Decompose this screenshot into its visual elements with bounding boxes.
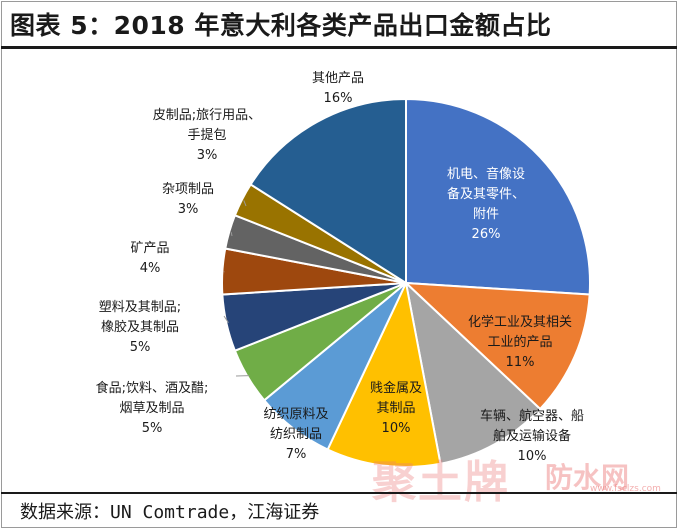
source-note: 数据来源：UN Comtrade，江海证券 <box>20 498 319 524</box>
slice-label-line: 舶及运输设备 <box>493 428 571 444</box>
slice-label-line: 11% <box>506 355 535 370</box>
source-prefix: 数据来源： <box>20 502 110 523</box>
slice-label-line: 备及其零件、 <box>447 186 525 202</box>
leader-line <box>243 200 247 207</box>
watermark-brand-text: 防水网 <box>545 461 630 494</box>
slice-label-line: 10% <box>382 421 411 436</box>
source-suffix: ，江海证券 <box>229 502 320 523</box>
pie-slice <box>404 280 542 465</box>
slice-label-line: 纺织原料及 <box>263 407 328 422</box>
slice-label-line: 机电、音像设 <box>447 166 525 182</box>
slice-label-line: 杂项制品 <box>162 182 214 197</box>
slice-label-line: 7% <box>286 447 307 462</box>
pie-slice <box>249 97 407 285</box>
slice-label-line: 5% <box>142 421 163 436</box>
slice-data-label: 食品;饮料、酒及醋; 烟草及制品 5% <box>96 380 209 436</box>
pie-slice <box>405 97 592 296</box>
slice-data-label: 贱金属及其制品 10% <box>370 380 422 436</box>
slice-label-line: 矿产品 <box>130 241 169 256</box>
slice-label-line: 3% <box>197 148 218 163</box>
leader-line <box>230 232 233 237</box>
slice-label-line: 车辆、航空器、船 <box>480 408 584 424</box>
slice-label-line: 手提包 <box>187 127 226 143</box>
slice-data-label: 纺织原料及纺织制品 7% <box>263 407 328 462</box>
slice-data-label: 矿产品 4% <box>130 241 169 276</box>
slice-label-line: 5% <box>130 340 151 355</box>
slice-label-line: 贱金属及 <box>370 380 422 396</box>
slice-data-label: 化学工业及其相关工业的产品 11% <box>468 314 572 370</box>
leader-line <box>223 315 229 323</box>
slice-label-line: 纺织制品 <box>270 427 322 442</box>
slice-data-label: 机电、音像设备及其零件、附件 26% <box>447 166 525 242</box>
figure-title: 图表 5：2018 年意大利各类产品出口金额占比 <box>10 11 552 40</box>
slice-label-line: 3% <box>178 202 199 217</box>
pie-slice <box>403 281 591 411</box>
slice-label-line: 皮制品;旅行用品、 <box>153 108 261 123</box>
slice-data-label: 塑料及其制品; 橡胶及其制品 5% <box>99 300 181 355</box>
slice-label-line: 烟草及制品 <box>119 401 184 416</box>
slice-label-line: 塑料及其制品; <box>99 300 181 315</box>
slice-label-line: 4% <box>140 261 161 276</box>
slice-data-label: 车辆、航空器、船舶及运输设备 10% <box>480 408 584 464</box>
slice-label-line: 其制品 <box>376 401 415 416</box>
pie-slice <box>326 279 442 468</box>
slice-label-line: 橡胶及其制品 <box>101 319 179 335</box>
slice-label-line: 10% <box>518 449 547 464</box>
slice-label-line: 食品;饮料、酒及醋; <box>96 380 209 396</box>
watermark-url: www.fsclzs.com <box>590 484 661 494</box>
source-name: UN Comtrade <box>110 502 230 523</box>
slice-data-label: 杂项制品 3% <box>162 182 214 217</box>
slice-label-line: 26% <box>472 227 501 242</box>
slice-label-line: 16% <box>324 91 353 106</box>
slice-label-line: 化学工业及其相关 <box>468 314 572 330</box>
slice-label-line: 附件 <box>473 207 499 222</box>
title-divider <box>1 46 677 49</box>
slice-label-line: 工业的产品 <box>487 334 552 350</box>
slice-data-label: 其他产品 16% <box>312 71 364 106</box>
watermark-logo-text: 聚土牌 <box>372 457 510 508</box>
footer-divider <box>1 492 677 494</box>
slice-label-line: 其他产品 <box>312 71 364 86</box>
slice-data-label: 皮制品;旅行用品、手提包 3% <box>153 108 261 163</box>
